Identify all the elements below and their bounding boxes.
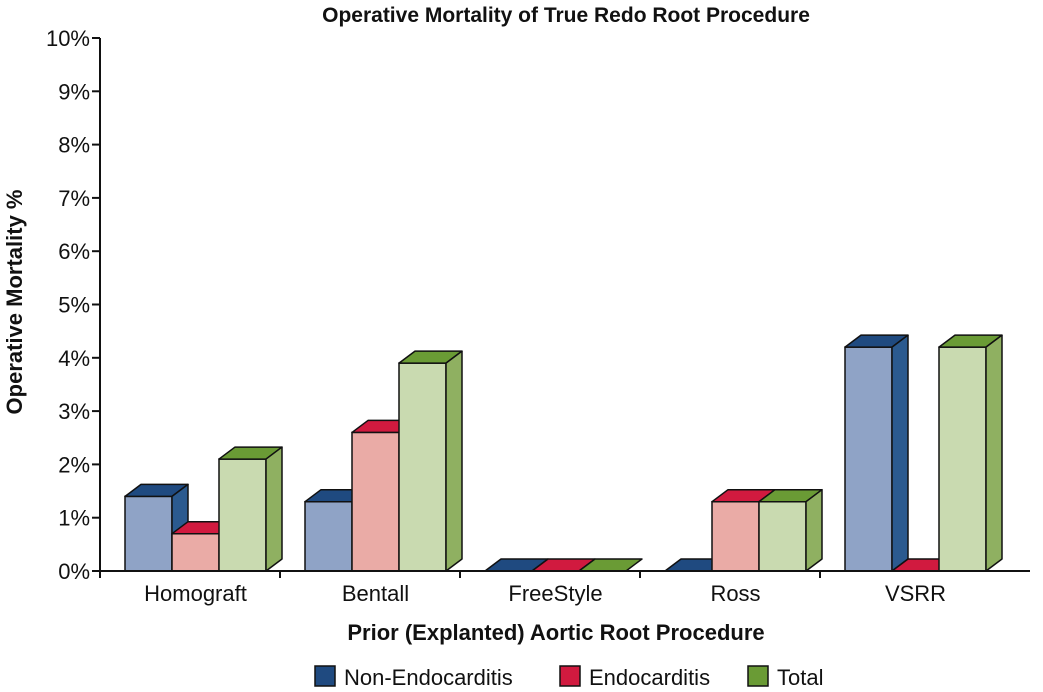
y-tick-label: 4% (58, 346, 90, 371)
bar-front (938, 346, 987, 572)
chart-title: Operative Mortality of True Redo Root Pr… (322, 4, 810, 27)
x-axis-title: Prior (Explanted) Aortic Root Procedure (347, 620, 764, 645)
bar (711, 488, 776, 572)
x-tick-label: Bentall (342, 581, 409, 606)
bar-front (171, 532, 220, 572)
plot-area (124, 334, 1003, 572)
legend-label: Total (777, 665, 823, 690)
bar-side (445, 350, 463, 572)
y-tick-label: 8% (58, 133, 90, 158)
bar-side (265, 446, 283, 572)
y-tick-label: 0% (58, 559, 90, 584)
y-tick-label: 9% (58, 79, 90, 104)
bar (218, 446, 283, 572)
y-axis-title: Operative Mortality % (2, 190, 27, 415)
bar-front (844, 346, 893, 572)
bar (304, 488, 369, 572)
x-tick-label: FreeStyle (508, 581, 602, 606)
bar-front (351, 431, 400, 572)
bar-front (711, 500, 760, 572)
y-tick-label: 7% (58, 186, 90, 211)
y-tick-label: 1% (58, 506, 90, 531)
legend-label: Endocarditis (589, 665, 710, 690)
bar (758, 488, 823, 572)
legend-item: Endocarditis (559, 665, 710, 690)
y-tick-label: 6% (58, 239, 90, 264)
bar-front (398, 362, 447, 572)
legend-swatch (314, 665, 336, 687)
bar-side (805, 488, 823, 572)
bar (938, 334, 1003, 572)
x-tick-label: VSRR (885, 581, 946, 606)
y-tick-label: 2% (58, 452, 90, 477)
bar-front (758, 500, 807, 572)
bar-front (218, 458, 267, 572)
bar (844, 334, 909, 572)
legend-swatch (747, 665, 769, 687)
bar-front (124, 495, 173, 572)
bar-side (985, 334, 1003, 572)
legend-label: Non-Endocarditis (344, 665, 513, 690)
legend-item: Non-Endocarditis (314, 665, 513, 690)
legend: Non-Endocarditis Endocarditis Total (314, 665, 823, 690)
x-axis-labels: Homograft Bentall FreeStyle Ross VSRR (99, 571, 946, 606)
y-axis: 0% 1% 2% 3% 4% 5% 6% 7% 8% 9% 10% (46, 26, 100, 584)
y-tick-label: 5% (58, 293, 90, 318)
x-tick-label: Homograft (144, 581, 247, 606)
legend-swatch (559, 665, 581, 687)
y-tick-label: 3% (58, 399, 90, 424)
bar (398, 350, 463, 572)
bar-side (891, 334, 909, 572)
x-tick-label: Ross (710, 581, 760, 606)
legend-item: Total (747, 665, 823, 690)
bar-front (304, 500, 353, 572)
y-tick-label: 10% (46, 26, 90, 51)
